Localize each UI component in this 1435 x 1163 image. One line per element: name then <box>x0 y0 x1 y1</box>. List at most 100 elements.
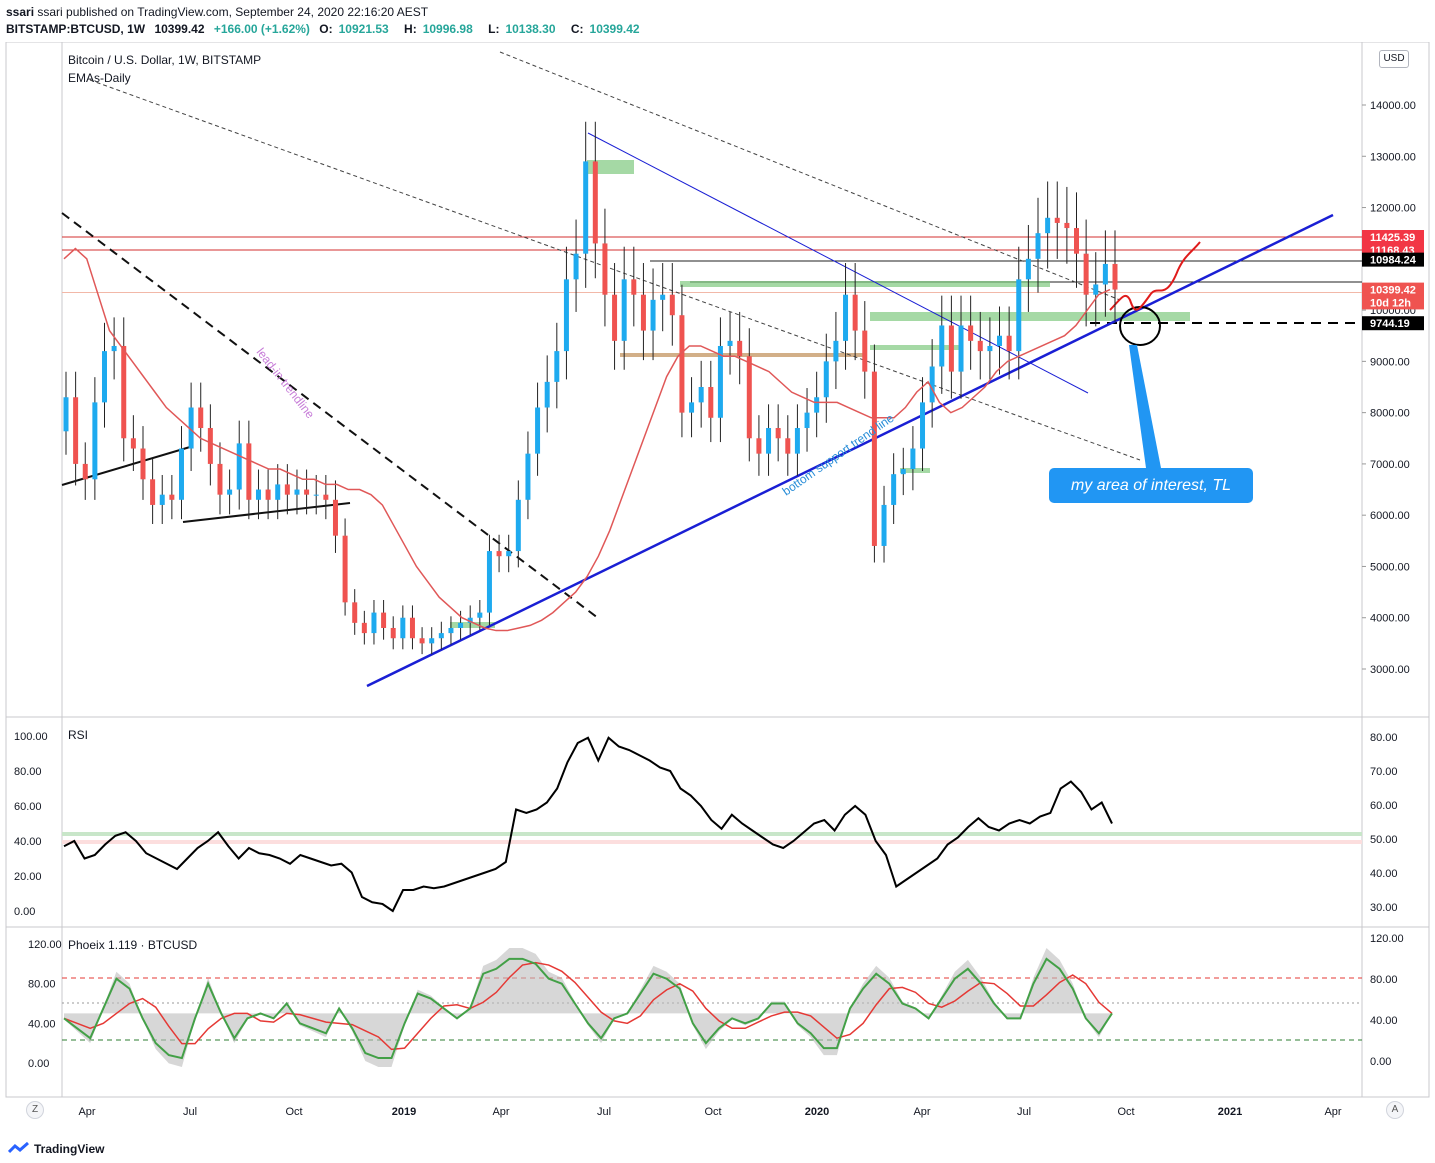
callout-pointer <box>1129 345 1161 468</box>
publish-line: ssari ssari published on TradingView.com… <box>6 5 429 19</box>
price-tick-label: 12000.00 <box>1370 203 1416 215</box>
candle-body <box>948 325 954 372</box>
rsi-left-tick: 100.00 <box>14 731 48 743</box>
candle-body <box>198 407 204 429</box>
candle-body <box>188 407 194 449</box>
candle-body <box>525 453 531 500</box>
candle-body <box>881 504 887 546</box>
candle-body <box>352 602 358 623</box>
currency-button[interactable]: USD <box>1379 50 1409 68</box>
candle-body <box>178 448 184 500</box>
auto-scale-button[interactable]: A <box>1386 1101 1404 1119</box>
chart-border <box>5 42 1430 1098</box>
time-tick-label: 2021 <box>1218 1106 1242 1118</box>
phoeix-line <box>63 957 1113 1060</box>
candle-body <box>207 428 213 464</box>
rsi-left-tick: 60.00 <box>14 801 42 813</box>
publish-text: ssari published on TradingView.com, Sept… <box>37 5 429 19</box>
symbol-label[interactable]: BITSTAMP:BTCUSD, 1W <box>6 22 146 36</box>
candle-body <box>371 612 377 634</box>
low-label: L: <box>488 22 500 36</box>
candlestick-series <box>63 121 1118 655</box>
candle-body <box>717 345 723 418</box>
phoeix-right-tick: 80.00 <box>1370 974 1398 986</box>
candle-body <box>1083 253 1089 295</box>
candle-body <box>640 294 646 331</box>
phoeix-right-tick: 0.00 <box>1370 1056 1391 1068</box>
time-tick-label: Jul <box>1017 1106 1031 1118</box>
candle-body <box>794 428 800 454</box>
candle-body <box>746 356 752 439</box>
drawing-overlays <box>61 51 1362 688</box>
candle-body <box>313 494 319 496</box>
price-tag-label: 10d 12h <box>1370 297 1411 309</box>
candle-body <box>997 335 1003 346</box>
candle-body <box>573 253 579 280</box>
candle-body <box>390 627 396 639</box>
time-axis: Apr Jul Oct 2019 Apr Jul Oct 2020 Apr Jul Oct 2021 A… <box>78 1106 1341 1118</box>
time-tick-label: Oct <box>704 1106 721 1118</box>
candle-body <box>275 484 281 500</box>
candle-body <box>429 638 435 644</box>
low-value: 10138.30 <box>505 22 556 36</box>
price-tag-box <box>1362 282 1424 297</box>
zoom-button[interactable]: Z <box>26 1101 44 1119</box>
candle-body <box>1006 335 1012 352</box>
chart-canvas[interactable]: 3000.00 4000.00 5000.00 6000.00 7000.00 8000.… <box>0 42 1435 1137</box>
candle-body <box>448 627 454 634</box>
close-label: C: <box>570 22 584 36</box>
time-tick-label: Apr <box>1324 1106 1341 1118</box>
price-change: +166.00 (+1.62%) <box>213 22 310 36</box>
candle-body <box>708 387 714 418</box>
rsi-title: RSI <box>68 728 88 742</box>
candle-body <box>361 622 367 634</box>
time-tick-label: Apr <box>492 1106 509 1118</box>
time-tick-label: Oct <box>1117 1106 1134 1118</box>
candle-body <box>891 474 897 505</box>
price-tick-label: 5000.00 <box>1370 561 1410 573</box>
projection-path <box>1109 241 1201 311</box>
rsi-right-tick: 80.00 <box>1370 732 1398 744</box>
candle-body <box>756 438 762 454</box>
candle-body <box>823 361 829 398</box>
last-price: 10399.42 <box>154 22 205 36</box>
candle-body <box>1112 263 1118 290</box>
rsi-pane: 0.00 20.00 40.00 60.00 80.00 100.00 30.00 40.00… <box>14 731 1398 918</box>
candle-body <box>612 294 618 341</box>
high-label: H: <box>404 22 417 36</box>
candle-body <box>140 448 146 480</box>
phoeix-histogram-area <box>64 947 1112 1067</box>
phoeix-left-tick: 80.00 <box>28 979 56 991</box>
candle-body <box>621 279 627 341</box>
rsi-right-tick: 50.00 <box>1370 834 1398 846</box>
rsi-right-tick: 60.00 <box>1370 800 1398 812</box>
candle-body <box>458 622 464 628</box>
high-value: 10996.98 <box>422 22 473 36</box>
candle-body <box>1054 217 1060 223</box>
candle-body <box>381 612 387 628</box>
phoeix-left-tick: 120.00 <box>28 939 62 951</box>
rsi-right-tick: 30.00 <box>1370 902 1398 914</box>
candle-body <box>785 438 791 454</box>
candle-body <box>506 551 512 557</box>
candle-body <box>217 463 223 495</box>
time-tick-label: Jul <box>183 1106 197 1118</box>
phoeix-right-tick: 120.00 <box>1370 933 1404 945</box>
price-tag-label: 10984.24 <box>1370 255 1417 267</box>
ema-polyline <box>63 247 1111 632</box>
candle-body <box>968 325 974 341</box>
phoeix-left-tick: 40.00 <box>28 1018 56 1030</box>
candle-body <box>650 299 656 331</box>
phoeix-right-tick: 40.00 <box>1370 1015 1398 1027</box>
time-tick-label: 2020 <box>805 1106 829 1118</box>
wedge-line <box>182 502 351 523</box>
brand-label[interactable]: TradingView <box>34 1142 105 1156</box>
candle-body <box>833 340 839 362</box>
rsi-left-tick: 0.00 <box>14 906 35 918</box>
rsi-right-tick: 40.00 <box>1370 868 1398 880</box>
candle-body <box>910 448 916 470</box>
time-tick-label: Apr <box>913 1106 930 1118</box>
bottom-support-trendline <box>366 213 1334 688</box>
zone-box <box>870 345 960 350</box>
